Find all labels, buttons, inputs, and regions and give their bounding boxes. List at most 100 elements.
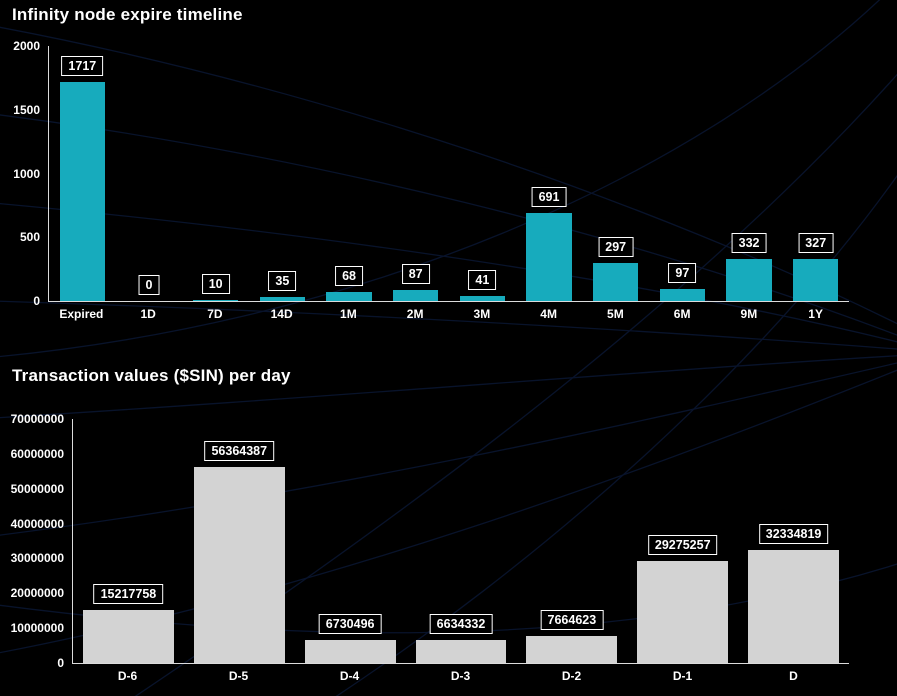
y-tick-label: 50000000 xyxy=(10,481,64,496)
bar[interactable] xyxy=(393,289,439,301)
bar[interactable] xyxy=(793,259,839,301)
bar[interactable] xyxy=(82,609,174,663)
bar-slot: 68 xyxy=(316,46,383,301)
bar[interactable] xyxy=(326,292,372,301)
value-label: 32334819 xyxy=(758,524,829,545)
bar-slot: 297 xyxy=(582,46,649,301)
bar-slot: 691 xyxy=(516,46,583,301)
bar-slot: 56364387 xyxy=(184,419,295,663)
bar[interactable] xyxy=(748,550,840,663)
value-label: 6730496 xyxy=(318,613,382,634)
bar-slot: 6634332 xyxy=(406,419,517,663)
y-tick-label: 500 xyxy=(19,230,40,245)
value-label: 327 xyxy=(798,233,834,254)
x-tick-label: 14D xyxy=(270,307,293,321)
bar[interactable] xyxy=(259,296,306,301)
bar[interactable] xyxy=(593,263,639,301)
value-label: 7664623 xyxy=(540,610,604,631)
value-label: 56364387 xyxy=(204,440,275,461)
x-tick-label: 3M xyxy=(473,307,491,321)
y-tick-label: 0 xyxy=(33,294,40,308)
y-tick-label: 0 xyxy=(57,656,64,670)
bar[interactable] xyxy=(193,466,285,663)
y-tick-label: 60000000 xyxy=(10,446,64,461)
bar-slot: 29275257 xyxy=(627,419,738,663)
value-label: 35 xyxy=(268,270,297,291)
expire-timeline-chart: Infinity node expire timeline 0 500 1000 15… xyxy=(0,0,897,321)
value-label: 0 xyxy=(138,275,160,295)
value-label: 41 xyxy=(468,269,497,290)
x-tick-label: 1D xyxy=(140,307,156,321)
value-label: 1717 xyxy=(61,56,104,77)
bar-slot: 10 xyxy=(182,46,249,301)
x-axis: Expired 1D 7D 14D 1M 2M 3M 4M 5M 6M 9M 1Y xyxy=(48,307,849,321)
y-tick-label: 70000000 xyxy=(10,412,64,426)
bar-slot: 41 xyxy=(449,46,516,301)
y-tick-label: 30000000 xyxy=(10,551,64,566)
chart-title: Transaction values ($SIN) per day xyxy=(12,366,291,385)
bar[interactable] xyxy=(415,639,507,663)
bar[interactable] xyxy=(459,295,506,301)
bar-slot: 35 xyxy=(249,46,316,301)
x-tick-label: D-6 xyxy=(117,669,138,683)
x-tick-label: 6M xyxy=(673,307,691,321)
bar[interactable] xyxy=(726,258,772,301)
transaction-values-chart: Transaction values ($SIN) per day 0 10000… xyxy=(0,361,897,683)
bar[interactable] xyxy=(526,212,572,301)
bars-area: 15217758 56364387 6730496 6634332 7664623 292… xyxy=(72,419,849,664)
value-label: 29275257 xyxy=(647,534,718,555)
bar[interactable] xyxy=(304,639,396,663)
y-tick-label: 20000000 xyxy=(10,586,64,601)
x-axis: D-6 D-5 D-4 D-3 D-2 D-1 D xyxy=(72,669,849,683)
x-tick-label: 5M xyxy=(607,307,624,321)
x-tick-label: 4M xyxy=(540,307,557,321)
bar-slot: 32334819 xyxy=(738,419,849,663)
bar-slot: 332 xyxy=(716,46,783,301)
x-tick-label: D-2 xyxy=(561,669,582,683)
bar-slot: 7664623 xyxy=(516,419,627,663)
bars-area: 1717 0 10 35 68 87 41 691 297 97 332 327 xyxy=(48,46,849,302)
chart-title: Infinity node expire timeline xyxy=(12,5,243,24)
bar[interactable] xyxy=(526,636,618,663)
x-tick-label: D-3 xyxy=(450,669,471,683)
x-tick-label: 1M xyxy=(340,307,357,321)
y-tick-label: 1500 xyxy=(13,102,40,117)
value-label: 97 xyxy=(668,262,697,283)
value-label: 10 xyxy=(201,273,230,294)
y-tick-label: 1000 xyxy=(13,166,40,181)
value-label: 332 xyxy=(731,232,767,253)
x-tick-label: 1Y xyxy=(808,307,823,321)
value-label: 691 xyxy=(531,186,567,207)
y-tick-label: 40000000 xyxy=(10,516,64,531)
bar-slot: 0 xyxy=(116,46,183,301)
bar[interactable] xyxy=(637,560,729,663)
bar-slot: 15217758 xyxy=(73,419,184,663)
bar-slot: 87 xyxy=(382,46,449,301)
x-tick-label: Expired xyxy=(59,307,104,321)
bar[interactable] xyxy=(59,82,105,301)
value-label: 68 xyxy=(335,266,363,287)
x-tick-label: D xyxy=(789,669,798,683)
value-label: 297 xyxy=(598,237,634,258)
value-label: 87 xyxy=(401,263,430,284)
bar-slot: 6730496 xyxy=(295,419,406,663)
bar[interactable] xyxy=(659,288,706,301)
bar-slot: 97 xyxy=(649,46,716,301)
x-tick-label: 7D xyxy=(207,307,223,321)
x-tick-label: 9M xyxy=(740,307,758,321)
plot-region: 0 500 1000 1500 2000 1717 0 10 35 68 87 41 691 297 97… xyxy=(8,39,849,308)
x-tick-label: D-1 xyxy=(672,669,693,683)
value-label: 6634332 xyxy=(429,613,493,634)
x-tick-label: D-4 xyxy=(339,669,360,683)
x-tick-label: D-5 xyxy=(228,669,249,683)
y-axis: 0 10000000 20000000 30000000 40000000 5000000… xyxy=(8,412,72,670)
x-tick-label: 2M xyxy=(406,307,424,321)
bar[interactable] xyxy=(193,299,239,301)
y-tick-label: 10000000 xyxy=(10,621,64,636)
bar-slot: 1717 xyxy=(49,46,116,301)
bar-slot: 327 xyxy=(782,46,849,301)
y-axis: 0 500 1000 1500 2000 xyxy=(8,39,48,308)
y-tick-label: 2000 xyxy=(13,39,40,53)
value-label: 15217758 xyxy=(93,583,164,604)
plot-region: 0 10000000 20000000 30000000 40000000 5000000… xyxy=(8,412,849,670)
